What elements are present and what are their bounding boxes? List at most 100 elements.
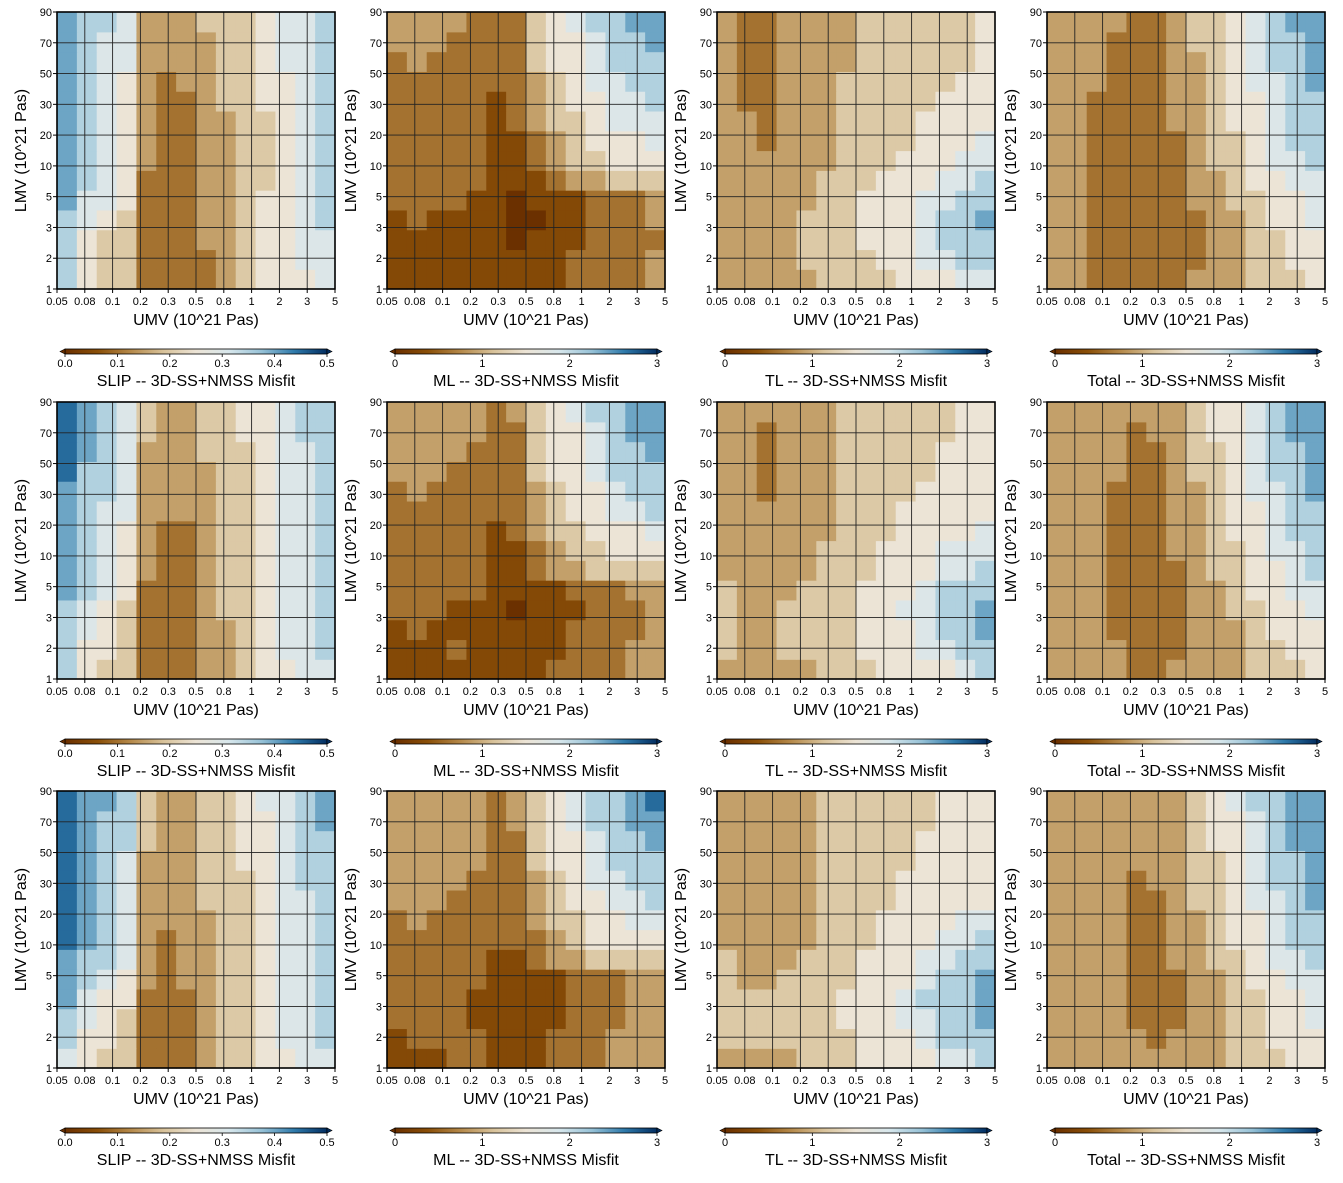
- heatmap-cell: [875, 580, 897, 601]
- heatmap-cell: [1186, 110, 1207, 132]
- heatmap-cell: [275, 31, 296, 53]
- heatmap-cell: [446, 91, 468, 112]
- heatmap-cell: [235, 870, 257, 891]
- heatmap-cell: [1106, 229, 1128, 251]
- heatmap-cell: [57, 830, 78, 851]
- heatmap-cell: [315, 639, 336, 660]
- heatmap-cell: [816, 421, 837, 443]
- heatmap-cell: [1146, 51, 1167, 72]
- heatmap-cell: [585, 830, 607, 851]
- heatmap-cell: [1245, 71, 1267, 92]
- heatmap-cell: [275, 969, 296, 990]
- heatmap-cell: [387, 639, 408, 660]
- heatmap-cell: [275, 599, 296, 621]
- x-axis-label: UMV (10^21 Pas): [1123, 312, 1249, 329]
- heatmap-cell: [1186, 830, 1207, 851]
- heatmap-cell: [545, 51, 567, 72]
- heatmap-cell: [116, 12, 138, 33]
- heatmap-cell: [935, 969, 956, 990]
- heatmap-cell: [176, 889, 197, 911]
- heatmap-cell: [1166, 1028, 1187, 1049]
- heatmap-cell: [875, 850, 897, 871]
- heatmap-cell: [645, 31, 666, 53]
- heatmap-cell: [295, 229, 316, 251]
- colorbar-tick-label: 0.2: [162, 358, 177, 370]
- colorbar-tick-label: 0.0: [57, 358, 72, 370]
- heatmap-cell: [1086, 791, 1108, 812]
- heatmap-cell: [275, 229, 296, 251]
- heatmap-cell: [486, 850, 507, 871]
- heatmap-cell: [1245, 540, 1267, 561]
- heatmap-cell: [935, 659, 956, 680]
- colorbar: 0 1 2 3TL -- 3D-SS+NMSS Misfit: [719, 348, 993, 390]
- y-tick-label: 5: [376, 582, 382, 594]
- heatmap-cell: [605, 949, 626, 970]
- x-tick-label: 0.05: [1036, 1075, 1057, 1087]
- heatmap-cells: [387, 12, 666, 290]
- heatmap-cell: [196, 441, 217, 462]
- heatmap-cell: [836, 810, 857, 832]
- heatmap-cell: [1265, 580, 1286, 601]
- colorbar-high-arrow: [326, 1127, 333, 1134]
- heatmap-cell: [387, 12, 408, 33]
- heatmap-cell: [1265, 909, 1286, 931]
- heatmap-cell: [196, 909, 217, 931]
- heatmap-cell: [446, 949, 468, 970]
- heatmap-cell: [935, 31, 956, 53]
- y-tick-label: 10: [1030, 551, 1042, 563]
- heatmap-cell: [215, 229, 237, 251]
- heatmap-cell: [486, 810, 507, 832]
- heatmap-cell: [406, 560, 428, 581]
- heatmap-cell: [295, 1008, 316, 1030]
- heatmap-cell: [1166, 91, 1187, 112]
- heatmap-cell: [486, 1028, 507, 1049]
- heatmap-cell: [295, 130, 316, 152]
- heatmap-cell: [446, 269, 468, 290]
- x-tick-label: 0.3: [491, 686, 506, 698]
- heatmap-cell: [215, 249, 237, 270]
- heatmap-cell: [625, 170, 646, 191]
- heatmap-cell: [1265, 269, 1286, 290]
- heatmap-cell: [116, 461, 138, 482]
- heatmap-cell: [1205, 810, 1227, 832]
- heatmap-cell: [1047, 130, 1068, 152]
- y-tick-label: 50: [700, 69, 712, 81]
- heatmap-cell: [1146, 441, 1167, 462]
- y-tick-label: 90: [40, 7, 52, 19]
- heatmap-cell: [486, 909, 507, 931]
- heatmap-cell: [136, 639, 157, 660]
- heatmap-cell: [1126, 560, 1147, 581]
- heatmap-cell: [1205, 791, 1227, 812]
- heatmap-cell: [215, 130, 237, 152]
- heatmap-cell: [96, 830, 118, 851]
- heatmap-cell: [466, 520, 487, 542]
- y-tick-label: 20: [700, 130, 712, 142]
- heatmap-cell: [1146, 71, 1167, 92]
- colorbar-tick-label: 0: [392, 748, 398, 760]
- heatmap-cell: [1047, 540, 1068, 561]
- y-tick-label: 70: [370, 428, 382, 440]
- heatmap-cell: [875, 71, 897, 92]
- heatmap-cell: [255, 209, 277, 231]
- heatmap-cell: [1245, 269, 1267, 290]
- heatmap-cell: [116, 580, 138, 601]
- heatmap-cell: [796, 988, 817, 1010]
- heatmap-cell: [796, 170, 817, 191]
- heatmap-cell: [1186, 909, 1207, 931]
- heatmap-cell: [975, 988, 996, 1010]
- x-tick-label: 5: [332, 686, 338, 698]
- heatmap-cell: [565, 988, 587, 1010]
- heatmap-cell: [446, 1028, 468, 1049]
- heatmap-cell: [1285, 560, 1306, 581]
- y-tick-label: 10: [1030, 940, 1042, 952]
- heatmap-cell: [875, 481, 897, 502]
- heatmap-cell: [275, 91, 296, 112]
- x-tick-label: 0.5: [848, 1075, 863, 1087]
- heatmap-cell: [156, 12, 177, 33]
- heatmap-cell: [486, 269, 507, 290]
- heatmap-cell: [756, 560, 778, 581]
- y-tick-label: 70: [40, 428, 52, 440]
- heatmap-cell: [1186, 91, 1207, 112]
- heatmap-cell: [895, 580, 917, 601]
- heatmap-cell: [57, 461, 78, 482]
